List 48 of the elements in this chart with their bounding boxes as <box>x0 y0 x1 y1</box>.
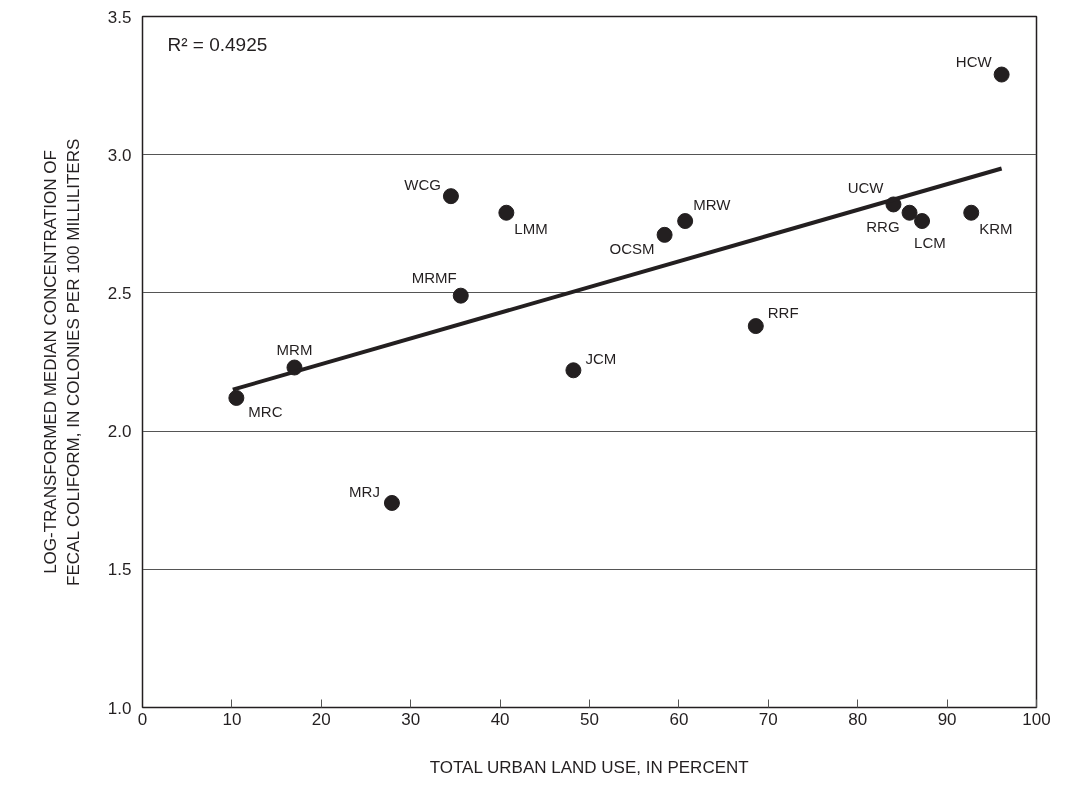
annotation: HCW <box>955 52 993 70</box>
point <box>228 389 245 406</box>
point <box>656 226 673 243</box>
annotation: RRG <box>866 217 900 235</box>
x-tick-label: 90 <box>937 709 957 729</box>
point <box>993 66 1010 83</box>
annotation: MRW <box>693 196 732 214</box>
x-tick-label: 20 <box>311 709 331 729</box>
x-tick-label: 40 <box>490 709 510 729</box>
y-tick-label: 3.0 <box>107 145 132 165</box>
y-tick-label: 1.0 <box>107 698 132 718</box>
annotation: R² = 0.4925 <box>167 34 268 55</box>
annotation: MRMF <box>411 268 457 286</box>
x-tick-label: 60 <box>669 709 689 729</box>
point <box>963 204 980 221</box>
annotation: LCM <box>914 234 946 252</box>
x-tick-label: 50 <box>580 709 599 729</box>
point <box>565 362 582 379</box>
point <box>442 188 459 205</box>
y-tick-label: 1.5 <box>107 560 132 580</box>
point <box>452 287 469 304</box>
x-axis-title: TOTAL URBAN LAND USE, IN PERCENT <box>429 757 749 777</box>
point <box>498 204 515 221</box>
annotation: JCM <box>585 350 617 368</box>
annotation: MRJ <box>349 482 380 500</box>
annotation: OCSM <box>609 239 655 257</box>
point <box>677 213 694 230</box>
x-tick-label: 70 <box>758 709 778 729</box>
annotation: UCW <box>847 179 885 197</box>
annotation: WCG <box>404 176 441 194</box>
point <box>901 204 918 221</box>
x-tick-label: 80 <box>848 709 868 729</box>
point <box>914 213 931 230</box>
y-tick-label: 2.0 <box>107 422 132 442</box>
y-tick-label: 3.5 <box>107 7 132 27</box>
annotation: MRC <box>248 402 283 420</box>
y-tick-label: 2.5 <box>107 283 132 303</box>
y-axis-title: LOG-TRANSFORMED MEDIAN CONCENTRATION OF FECAL COLIFORM, IN COLONIES PER 100 MILLILITERS <box>41 138 83 586</box>
annotation: KRM <box>979 219 1013 237</box>
x-tick-label: 30 <box>401 709 421 729</box>
annotation: RRF <box>767 304 799 322</box>
x-tick-label: 100 <box>1022 709 1051 729</box>
annotation: MRM <box>276 340 313 358</box>
point <box>383 494 400 511</box>
annotation: LMM <box>514 219 548 237</box>
x-tick-label: 0 <box>137 709 148 729</box>
x-tick-label: 10 <box>222 709 242 729</box>
point <box>747 318 764 335</box>
